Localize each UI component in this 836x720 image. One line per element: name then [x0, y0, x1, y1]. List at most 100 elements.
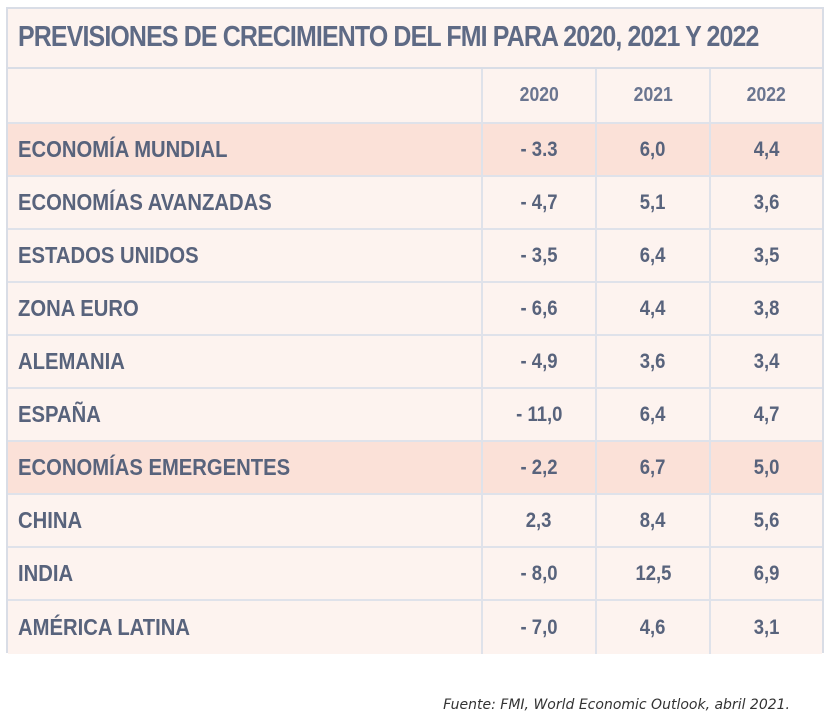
- row-label-cell: AMÉRICA LATINA: [8, 601, 481, 654]
- value-2022: 5,0: [753, 455, 780, 479]
- value-2020: 2,3: [526, 508, 552, 532]
- column-header-2020: 2020: [481, 69, 595, 122]
- value-2020-cell: - 7,0: [481, 601, 595, 654]
- value-2022: 5,6: [753, 508, 780, 532]
- value-2020-cell: - 6,6: [481, 283, 595, 334]
- value-2022: 3,5: [753, 243, 780, 267]
- row-label: ALEMANIA: [18, 348, 125, 374]
- value-2021: 8,4: [640, 508, 666, 532]
- table-body: ECONOMÍA MUNDIAL - 3.3 6,0 4,4 ECONOMÍAS AVA…: [8, 124, 822, 654]
- value-2021: 12,5: [635, 561, 671, 585]
- row-label: ESPAÑA: [18, 401, 101, 427]
- value-2020-cell: - 4,7: [481, 177, 595, 228]
- value-2020: - 3,5: [520, 243, 558, 267]
- source-note: Fuente: FMI, World Economic Outlook, abr…: [443, 697, 790, 713]
- value-2021-cell: 4,4: [595, 283, 709, 334]
- value-2020-cell: - 2,2: [481, 442, 595, 493]
- value-2021: 6,4: [640, 402, 666, 426]
- value-2020-cell: - 3.3: [481, 124, 595, 175]
- value-2022-cell: 3,1: [709, 601, 822, 654]
- row-label: ZONA EURO: [18, 295, 139, 321]
- value-2020: - 11,0: [515, 402, 563, 426]
- row-label: INDIA: [18, 560, 74, 586]
- value-2021: 6,4: [640, 243, 666, 267]
- value-2021-cell: 3,6: [595, 336, 709, 387]
- row-label: ECONOMÍA MUNDIAL: [18, 136, 228, 162]
- value-2020: - 7,0: [520, 615, 558, 639]
- value-2020: - 4,7: [520, 190, 558, 214]
- value-2022: 3,8: [753, 296, 780, 320]
- page-title: PREVISIONES DE CRECIMIENTO DEL FMI PARA …: [18, 21, 759, 53]
- value-2021-cell: 6,4: [595, 230, 709, 281]
- column-header-2021: 2021: [595, 69, 709, 122]
- value-2020: - 8,0: [520, 561, 558, 585]
- value-2022-cell: 5,6: [709, 495, 822, 546]
- value-2021: 4,4: [640, 296, 666, 320]
- value-2020: - 4,9: [520, 349, 558, 373]
- table-header-row: 2020 2021 2022: [8, 69, 822, 124]
- row-label-cell: ALEMANIA: [8, 336, 481, 387]
- table-row: ALEMANIA - 4,9 3,6 3,4: [8, 336, 822, 389]
- column-header-2022: 2022: [709, 69, 822, 122]
- row-label-cell: ZONA EURO: [8, 283, 481, 334]
- value-2021: 6,0: [640, 137, 666, 161]
- value-2022: 3,6: [753, 190, 780, 214]
- value-2020: - 2,2: [520, 455, 558, 479]
- value-2022-cell: 6,9: [709, 548, 822, 599]
- value-2021-cell: 4,6: [595, 601, 709, 654]
- value-2021: 4,6: [640, 615, 666, 639]
- value-2021-cell: 8,4: [595, 495, 709, 546]
- value-2022-cell: 3,4: [709, 336, 822, 387]
- header-label-cell: [8, 69, 481, 122]
- row-label-cell: INDIA: [8, 548, 481, 599]
- value-2021: 5,1: [640, 190, 666, 214]
- row-label-cell: ECONOMÍAS EMERGENTES: [8, 442, 481, 493]
- row-label-cell: ESPAÑA: [8, 389, 481, 440]
- value-2022-cell: 4,7: [709, 389, 822, 440]
- table-row: ZONA EURO - 6,6 4,4 3,8: [8, 283, 822, 336]
- value-2020-cell: 2,3: [481, 495, 595, 546]
- row-label-cell: ESTADOS UNIDOS: [8, 230, 481, 281]
- value-2021: 3,6: [640, 349, 666, 373]
- value-2021-cell: 12,5: [595, 548, 709, 599]
- table-row: INDIA - 8,0 12,5 6,9: [8, 548, 822, 601]
- value-2021: 6,7: [640, 455, 666, 479]
- table-row: ECONOMÍA MUNDIAL - 3.3 6,0 4,4: [8, 124, 822, 177]
- table-row: AMÉRICA LATINA - 7,0 4,6 3,1: [8, 601, 822, 654]
- forecast-table: 2020 2021 2022 ECONOMÍA MUNDIAL - 3.3 6,0 4…: [8, 69, 822, 654]
- value-2021-cell: 6,0: [595, 124, 709, 175]
- table-row: ESTADOS UNIDOS - 3,5 6,4 3,5: [8, 230, 822, 283]
- row-label: ESTADOS UNIDOS: [18, 242, 199, 268]
- value-2020: - 3.3: [520, 137, 558, 161]
- value-2021-cell: 5,1: [595, 177, 709, 228]
- row-label: AMÉRICA LATINA: [18, 614, 191, 640]
- row-label: ECONOMÍAS AVANZADAS: [18, 189, 272, 215]
- row-label-cell: ECONOMÍA MUNDIAL: [8, 124, 481, 175]
- value-2022: 4,7: [753, 402, 780, 426]
- value-2020-cell: - 11,0: [481, 389, 595, 440]
- value-2022-cell: 5,0: [709, 442, 822, 493]
- value-2021-cell: 6,4: [595, 389, 709, 440]
- table-row: CHINA 2,3 8,4 5,6: [8, 495, 822, 548]
- table-frame: PREVISIONES DE CRECIMIENTO DEL FMI PARA …: [6, 7, 824, 654]
- value-2020-cell: - 8,0: [481, 548, 595, 599]
- row-label: CHINA: [18, 507, 83, 533]
- value-2022-cell: 3,8: [709, 283, 822, 334]
- value-2020: - 6,6: [520, 296, 558, 320]
- row-label-cell: ECONOMÍAS AVANZADAS: [8, 177, 481, 228]
- value-2021-cell: 6,7: [595, 442, 709, 493]
- row-label: ECONOMÍAS EMERGENTES: [18, 454, 291, 480]
- value-2022: 3,1: [753, 615, 780, 639]
- value-2022-cell: 3,6: [709, 177, 822, 228]
- value-2022: 4,4: [753, 137, 780, 161]
- title-bar: PREVISIONES DE CRECIMIENTO DEL FMI PARA …: [8, 9, 822, 69]
- row-label-cell: CHINA: [8, 495, 481, 546]
- value-2022: 6,9: [753, 561, 780, 585]
- table-row: ESPAÑA - 11,0 6,4 4,7: [8, 389, 822, 442]
- value-2022-cell: 4,4: [709, 124, 822, 175]
- table-row: ECONOMÍAS EMERGENTES - 2,2 6,7 5,0: [8, 442, 822, 495]
- table-row: ECONOMÍAS AVANZADAS - 4,7 5,1 3,6: [8, 177, 822, 230]
- value-2022: 3,4: [753, 349, 780, 373]
- value-2020-cell: - 3,5: [481, 230, 595, 281]
- value-2020-cell: - 4,9: [481, 336, 595, 387]
